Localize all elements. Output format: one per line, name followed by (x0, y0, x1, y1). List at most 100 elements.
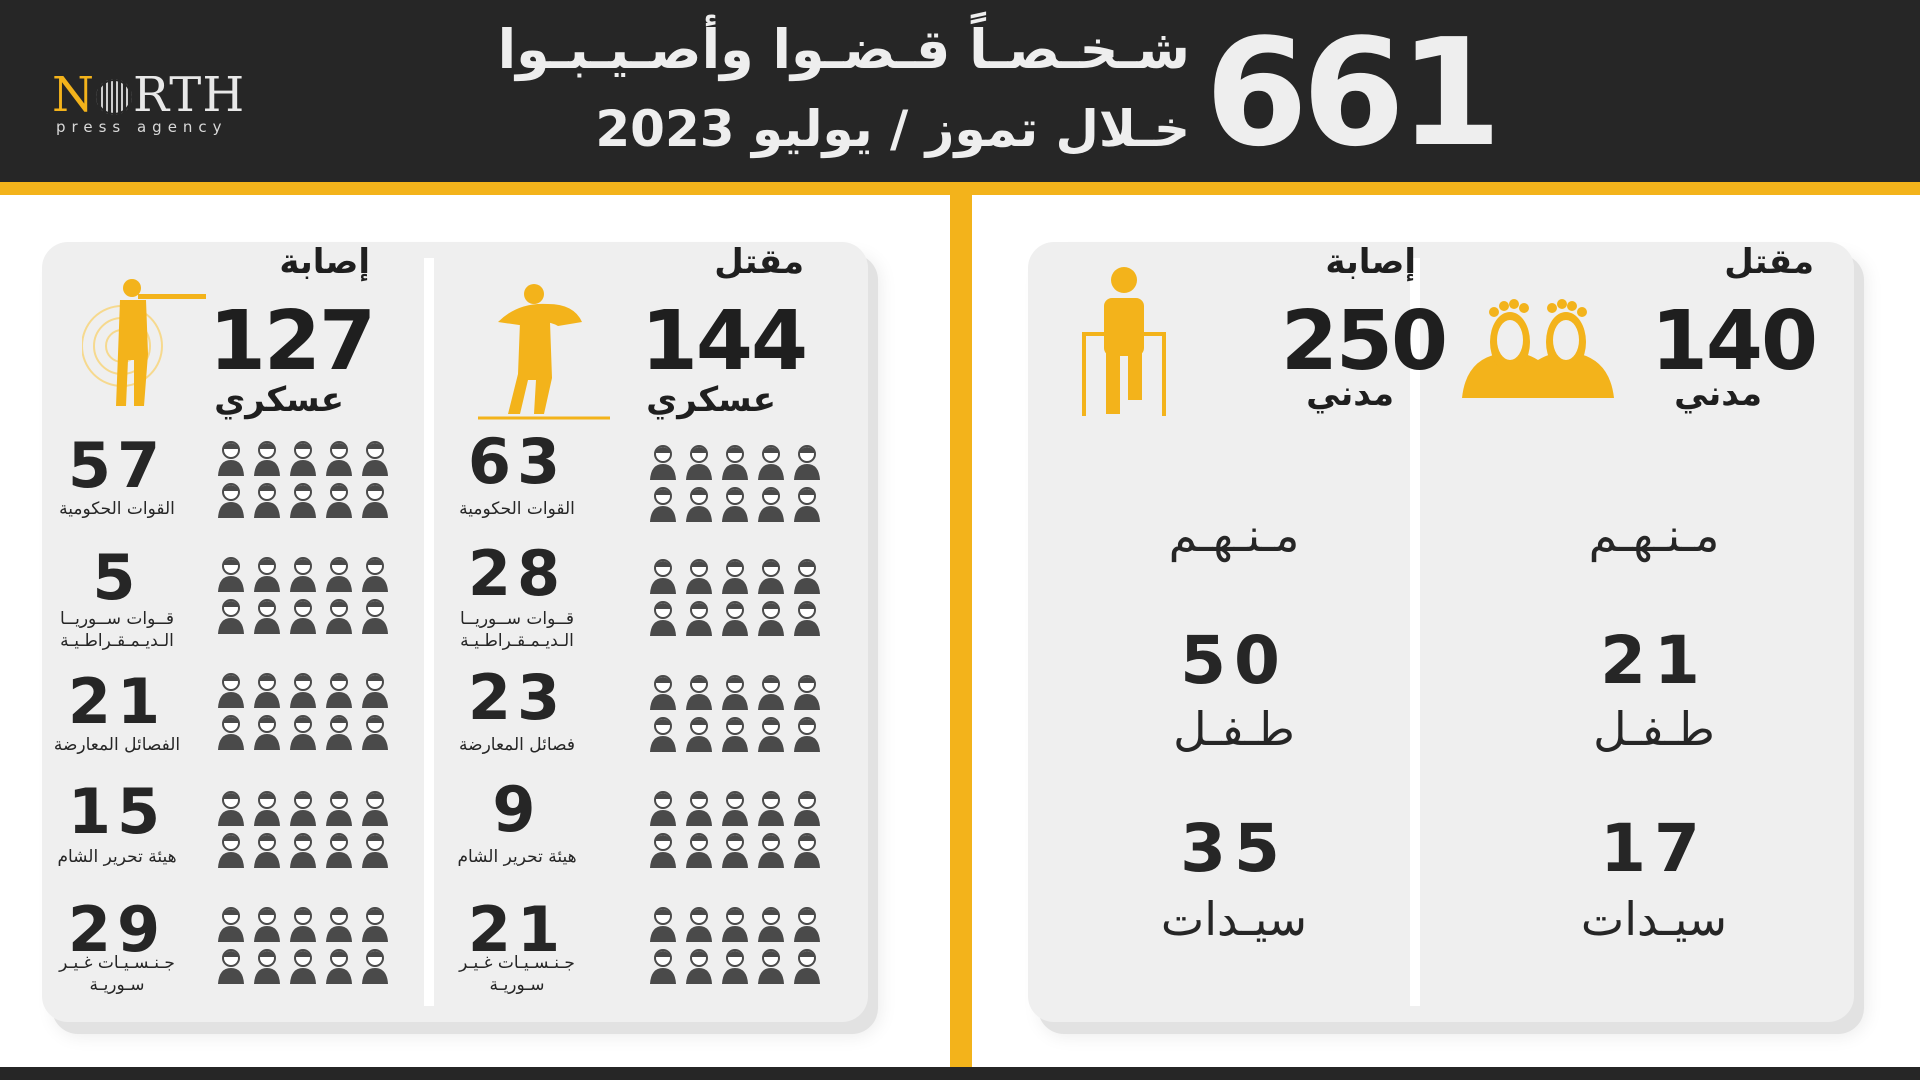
soldier-icon (326, 791, 352, 826)
military-killed-sub: عسكري (646, 380, 776, 420)
soldier-icon (290, 791, 316, 826)
soldier-icon (254, 791, 280, 826)
civilian-card: مقتل 140 مدني إصابة 250 مدني مـنـهـم مـن… (1028, 242, 1854, 1022)
logo-tagline: press agency (56, 118, 228, 136)
soldier-icon (362, 483, 388, 518)
soldier-icon (722, 601, 748, 636)
soldier-icon (722, 487, 748, 522)
military-killed-group-1-label: القوات الحكومية (459, 499, 575, 519)
soldier-icon (686, 791, 712, 826)
soldier-icon (290, 949, 316, 984)
military-injured-group-5-label: جـنـسـيـات غـيـر سـوريـة (59, 953, 175, 995)
military-killed-group-2-count: 28 (467, 537, 567, 610)
military-killed-group-3-count: 23 (467, 661, 567, 734)
soldier-icon (650, 487, 676, 522)
soldier-icon (650, 601, 676, 636)
military-killed-group-5-count: 21 (467, 893, 567, 966)
soldier-icon (290, 715, 316, 750)
center-divider (950, 195, 972, 1080)
soldier-icon (326, 949, 352, 984)
soldier-icon (326, 599, 352, 634)
soldier-icon (686, 833, 712, 868)
soldier-icon (686, 907, 712, 942)
soldier-icon (290, 673, 316, 708)
soldier-icon (650, 675, 676, 710)
soldier-icon (290, 483, 316, 518)
soldier-icon (254, 673, 280, 708)
soldier-icon (290, 833, 316, 868)
military-killed-label: مقتل (714, 242, 804, 282)
soldier-icon (722, 717, 748, 752)
header-banner: N RTH press agency شـخـصـاً قـضـوا وأصـيـ… (0, 0, 1920, 182)
civilian-killed-women-label: سيـدات (1580, 892, 1728, 946)
military-injured-group-3-label: الفصائل المعارضة (53, 735, 181, 755)
civilian-killed-sub: مدني (1674, 374, 1762, 414)
globe-icon (96, 79, 132, 115)
soldier-icon-grid (646, 904, 826, 984)
soldier-icon (362, 949, 388, 984)
military-injured-count: 127 (208, 294, 376, 389)
soldier-icon (326, 907, 352, 942)
north-press-logo[interactable]: N RTH press agency (52, 70, 272, 136)
soldier-icon-grid (646, 556, 826, 636)
soldier-icon-grid (646, 788, 826, 868)
soldier-icon (362, 791, 388, 826)
soldier-icon (218, 791, 244, 826)
soldier-icon (686, 487, 712, 522)
military-card: مقتل 144 عسكري إصابة 127 عسكري 63 القوات… (42, 242, 868, 1022)
soldier-icon (218, 557, 244, 592)
military-killed-group-5-label: جـنـسـيـات غـيـر سـوريـة (459, 953, 575, 995)
soldier-icon (218, 715, 244, 750)
soldier-icon (722, 791, 748, 826)
soldier-icon (794, 487, 820, 522)
military-column-separator (424, 258, 434, 1006)
soldier-icon (758, 717, 784, 752)
soldier-icon (254, 715, 280, 750)
soldier-icon (254, 949, 280, 984)
soldier-icon (794, 907, 820, 942)
soldier-icon (722, 833, 748, 868)
soldier-icon (326, 715, 352, 750)
civilian-injured-women-label: سيـدات (1160, 892, 1308, 946)
military-killed-group-4-label: هيئة تحرير الشام (457, 847, 577, 867)
soldier-icon (218, 673, 244, 708)
soldier-icon (650, 833, 676, 868)
military-injured-group-2-label: قــوات ســوريــا الـديـمـقـراطـيـة (59, 609, 175, 651)
soldier-icon (218, 441, 244, 476)
soldier-icon (758, 949, 784, 984)
military-injured-group-3-count: 21 (67, 665, 167, 738)
soldier-icon (758, 675, 784, 710)
soldier-icon (794, 833, 820, 868)
soldier-icon (794, 949, 820, 984)
soldier-icon (254, 557, 280, 592)
soldier-icon (794, 445, 820, 480)
military-killed-group-3-label: فصائل المعارضة (459, 735, 575, 755)
soldier-icon (218, 907, 244, 942)
header-accent-bar (0, 182, 1920, 195)
soldier-icon (290, 557, 316, 592)
civilian-injured-count: 250 (1280, 294, 1448, 389)
aiming-soldier-icon (82, 279, 206, 406)
soldier-icon (758, 833, 784, 868)
soldier-icon (362, 599, 388, 634)
soldier-icon (722, 445, 748, 480)
soldier-icon (254, 483, 280, 518)
civilian-killed-children-count: 21 (1600, 622, 1708, 699)
soldier-icon-grid (214, 788, 394, 868)
military-injured-group-1-count: 57 (67, 429, 167, 502)
civilian-injured-children-label: طـفـل (1173, 702, 1295, 756)
soldier-icon (650, 445, 676, 480)
soldier-icon (722, 675, 748, 710)
carrying-soldier-icon (478, 284, 610, 420)
soldier-icon (326, 441, 352, 476)
military-killed-group-4-count: 9 (492, 773, 542, 846)
soldier-icon (686, 559, 712, 594)
soldier-icon (290, 907, 316, 942)
civilian-injured-label: إصابة (1325, 242, 1416, 282)
soldier-icon (362, 441, 388, 476)
civilian-injured-of-them: مـنـهـم (1168, 508, 1300, 562)
military-injured-group-1-label: القوات الحكومية (59, 499, 175, 519)
soldier-icon (686, 949, 712, 984)
total-count: 661 (1205, 7, 1502, 179)
soldier-icon (758, 487, 784, 522)
